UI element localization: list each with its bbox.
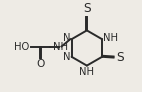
Text: S: S — [116, 51, 124, 64]
Text: N: N — [63, 33, 70, 43]
Text: HO: HO — [14, 42, 29, 52]
Text: NH: NH — [103, 33, 118, 43]
Text: NH: NH — [79, 67, 94, 77]
Text: NH: NH — [53, 42, 68, 52]
Text: N: N — [63, 52, 70, 62]
Text: S: S — [83, 2, 91, 15]
Text: O: O — [36, 59, 45, 69]
